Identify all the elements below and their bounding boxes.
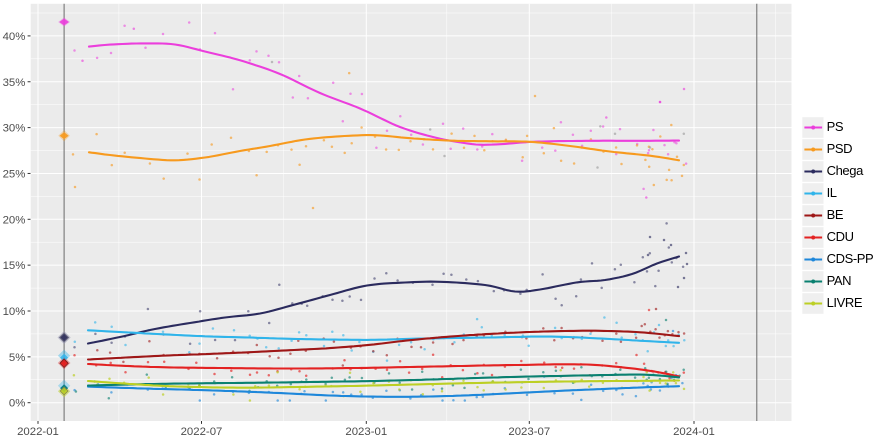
svg-text:15%: 15% xyxy=(3,260,26,272)
svg-text:5%: 5% xyxy=(9,352,25,364)
svg-text:2024-01: 2024-01 xyxy=(673,426,715,438)
svg-text:IL: IL xyxy=(827,185,837,200)
svg-text:30%: 30% xyxy=(3,123,26,135)
svg-text:10%: 10% xyxy=(3,306,26,318)
svg-text:CDS-PP: CDS-PP xyxy=(827,251,874,266)
svg-text:2023-07: 2023-07 xyxy=(508,426,550,438)
svg-text:40%: 40% xyxy=(3,31,26,43)
svg-text:2023-01: 2023-01 xyxy=(345,426,387,438)
svg-text:25%: 25% xyxy=(3,168,26,180)
svg-text:PAN: PAN xyxy=(827,273,852,288)
svg-text:BE: BE xyxy=(827,207,844,222)
svg-text:PS: PS xyxy=(827,119,844,134)
svg-text:35%: 35% xyxy=(3,77,26,89)
svg-text:Chega: Chega xyxy=(827,163,864,178)
svg-text:20%: 20% xyxy=(3,214,26,226)
svg-text:PSD: PSD xyxy=(827,141,853,156)
svg-text:2022-07: 2022-07 xyxy=(181,426,223,438)
svg-text:CDU: CDU xyxy=(827,229,854,244)
svg-text:0%: 0% xyxy=(9,398,25,410)
svg-text:2022-01: 2022-01 xyxy=(17,426,59,438)
svg-text:LIVRE: LIVRE xyxy=(827,295,863,310)
